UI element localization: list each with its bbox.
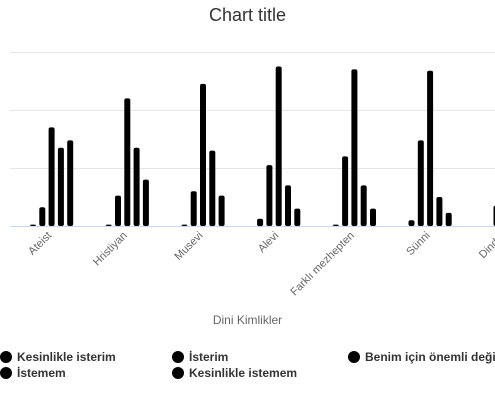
bar	[427, 70, 434, 226]
bar	[181, 224, 188, 226]
chart-title: Chart title	[208, 5, 287, 25]
legend-item-kesinlikle-istemem[interactable]: Kesinlikle istemem	[172, 365, 297, 381]
bar	[209, 150, 216, 226]
x-axis-title: Dini Kimlikler	[212, 313, 283, 327]
bar	[39, 207, 46, 226]
legend-label: Kesinlikle istemem	[189, 366, 298, 380]
legend-marker-icon	[172, 351, 184, 363]
bar	[332, 224, 339, 226]
legend-item-benim-icin-onemli-degil[interactable]: Benim için önemli değil	[348, 349, 495, 365]
bar	[417, 140, 424, 226]
bar	[57, 147, 64, 226]
bar	[115, 195, 121, 226]
legend-marker-icon	[172, 367, 184, 379]
x-tick-label: Sünni	[404, 230, 432, 258]
legend-label: İsterim	[189, 350, 229, 364]
x-tick-label: Hristiyan	[91, 230, 130, 269]
x-tick-label: Farklı mezhepten	[288, 230, 357, 299]
bar	[294, 208, 301, 226]
chart-plot: Ateist Hristiyan Musevi Alevi Farklı mezhept…	[10, 52, 495, 299]
legend-item-kesinlikle-isterim[interactable]: Kesinlikle isterim	[0, 349, 116, 365]
x-tick-label: Alevi	[256, 230, 281, 255]
bar	[445, 212, 452, 226]
legend-label: İstemem	[17, 366, 66, 380]
bar	[370, 208, 376, 226]
x-tick-label: Ateist	[26, 230, 54, 258]
legend-label: Benim için önemli değil	[365, 350, 495, 364]
bar	[342, 156, 349, 226]
bar	[218, 195, 225, 226]
bar	[360, 185, 367, 226]
bar	[285, 185, 291, 226]
bar	[48, 127, 55, 226]
x-tick-label: Dindar	[477, 229, 495, 261]
bar	[200, 83, 206, 227]
bar	[142, 179, 149, 226]
legend-label: Kesinlikle isterim	[17, 350, 116, 364]
legend-marker-icon	[348, 351, 360, 363]
legend-marker-icon	[0, 367, 12, 379]
bar	[436, 197, 443, 226]
bar	[257, 218, 264, 227]
bar	[275, 66, 282, 226]
bar	[190, 191, 197, 226]
bar	[124, 98, 131, 226]
bar	[133, 147, 140, 226]
legend-item-isterim[interactable]: İsterim	[172, 349, 228, 365]
bar	[105, 224, 112, 226]
legend-marker-icon	[0, 351, 12, 363]
bar	[351, 69, 358, 227]
bar	[67, 140, 74, 226]
bar	[266, 165, 273, 226]
x-tick-label: Musevi	[172, 230, 205, 263]
bar	[30, 224, 36, 226]
legend-item-istemem[interactable]: İstemem	[0, 365, 66, 381]
bar	[408, 220, 415, 226]
